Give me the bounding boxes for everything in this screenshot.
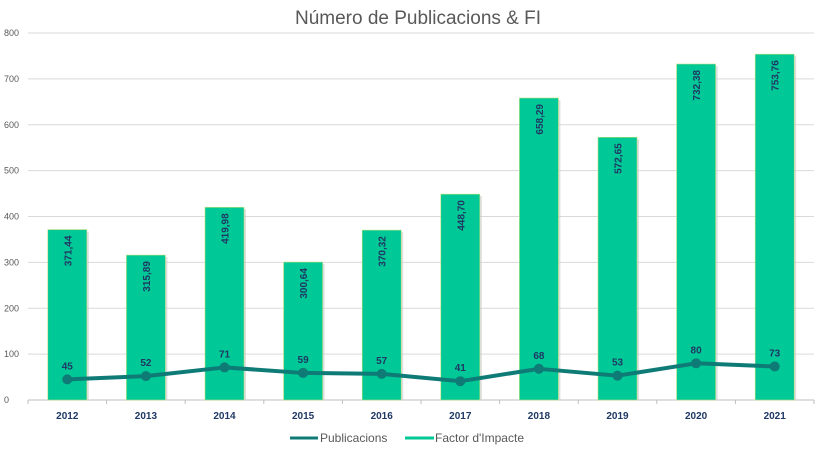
x-axis: 2012 2013 2014 2015 2016 2017 2018 2019 2020 2021 — [27, 400, 815, 422]
line-data-label: 73 — [769, 349, 781, 360]
y-tick-label: 0 — [4, 395, 9, 405]
line-point — [691, 358, 702, 369]
x-tick-label: 2015 — [292, 411, 315, 422]
bar-data-label: 753,76 — [771, 60, 782, 91]
y-tick-label: 700 — [4, 74, 19, 84]
bar — [597, 136, 638, 401]
line-data-label: 45 — [62, 361, 74, 372]
line-point — [376, 368, 387, 379]
line-series: 45 52 71 59 57 41 68 53 80 73 — [62, 345, 781, 387]
line-data-label: 53 — [612, 358, 624, 369]
bar-series: 371,44 315,89 419,98 300,64 370,32 448,70 658,… — [47, 53, 797, 401]
x-tick-label: 2020 — [685, 411, 708, 422]
x-tick-label: 2021 — [764, 411, 787, 422]
line-point — [612, 370, 623, 381]
line-point — [533, 363, 544, 374]
line-data-label: 68 — [533, 351, 545, 362]
bar-data-label: 300,64 — [299, 268, 310, 299]
line-point — [769, 361, 780, 372]
y-tick-label: 600 — [4, 120, 19, 130]
bar-data-label: 419,98 — [221, 213, 232, 244]
publicacions-line — [67, 361, 775, 384]
x-tick-label: 2017 — [449, 411, 472, 422]
y-tick-label: 500 — [4, 166, 19, 176]
x-tick-label: 2016 — [371, 411, 394, 422]
y-tick-label: 300 — [4, 257, 19, 267]
line-point — [140, 371, 151, 382]
legend: Publicacions Factor d'Impacte — [290, 431, 524, 445]
legend-factor-impacte: Factor d'Impacte — [435, 431, 524, 445]
bar-data-label: 371,44 — [63, 235, 74, 266]
x-tick-label: 2012 — [56, 411, 79, 422]
bar — [754, 53, 795, 401]
line-data-label: 80 — [691, 345, 703, 356]
bar — [47, 229, 88, 401]
x-tick-label: 2018 — [528, 411, 551, 422]
line-data-label: 41 — [455, 363, 467, 374]
line-point — [62, 374, 73, 385]
legend-publicacions: Publicacions — [320, 431, 387, 445]
line-data-label: 57 — [376, 356, 388, 367]
line-data-label: 71 — [219, 349, 231, 360]
bar-data-label: 732,38 — [692, 70, 703, 101]
bar-data-label: 448,70 — [456, 200, 467, 231]
line-point — [455, 376, 466, 387]
bar — [440, 193, 481, 401]
x-tick-label: 2014 — [213, 411, 236, 422]
bar-data-label: 572,65 — [614, 143, 625, 174]
bar — [519, 97, 559, 401]
bar — [676, 63, 716, 401]
bar-data-label: 315,89 — [142, 261, 153, 292]
bar-data-label: 658,29 — [535, 104, 546, 135]
y-tick-label: 100 — [4, 349, 19, 359]
x-tick-label: 2013 — [135, 411, 158, 422]
line-data-label: 52 — [140, 358, 152, 369]
bar-data-label: 370,32 — [378, 236, 389, 267]
line-data-label: 59 — [298, 355, 310, 366]
chart-title: Número de Publicacions & FI — [295, 8, 541, 29]
line-point — [219, 362, 230, 373]
y-tick-label: 800 — [4, 28, 19, 38]
y-tick-label: 200 — [4, 303, 19, 313]
y-axis: 0 100 200 300 400 500 600 700 800 — [4, 28, 19, 405]
x-tick-label: 2019 — [606, 411, 629, 422]
line-point — [298, 367, 309, 378]
y-tick-label: 400 — [4, 212, 19, 222]
